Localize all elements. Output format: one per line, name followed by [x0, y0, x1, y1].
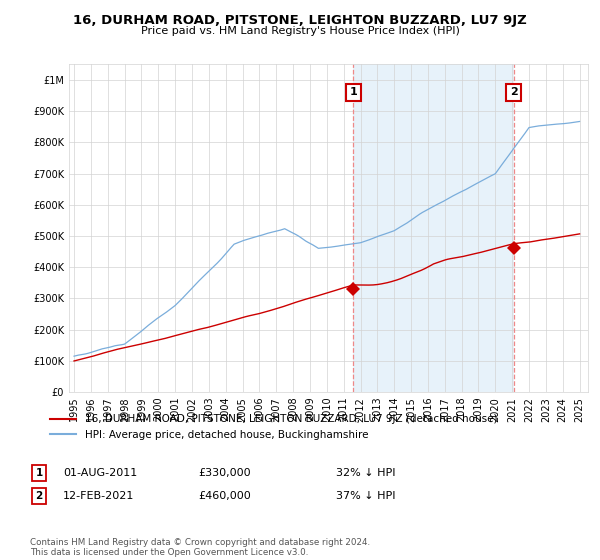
- Text: 2: 2: [35, 491, 43, 501]
- Text: 37% ↓ HPI: 37% ↓ HPI: [336, 491, 395, 501]
- Text: 2: 2: [509, 87, 517, 97]
- Text: £460,000: £460,000: [198, 491, 251, 501]
- Text: Contains HM Land Registry data © Crown copyright and database right 2024.
This d: Contains HM Land Registry data © Crown c…: [30, 538, 370, 557]
- Text: 12-FEB-2021: 12-FEB-2021: [63, 491, 134, 501]
- Text: 1: 1: [35, 468, 43, 478]
- Bar: [353, 64, 514, 392]
- Text: £330,000: £330,000: [198, 468, 251, 478]
- Text: 16, DURHAM ROAD, PITSTONE, LEIGHTON BUZZARD, LU7 9JZ: 16, DURHAM ROAD, PITSTONE, LEIGHTON BUZZ…: [73, 14, 527, 27]
- Text: Price paid vs. HM Land Registry's House Price Index (HPI): Price paid vs. HM Land Registry's House …: [140, 26, 460, 36]
- Text: 32% ↓ HPI: 32% ↓ HPI: [336, 468, 395, 478]
- Legend: 16, DURHAM ROAD, PITSTONE, LEIGHTON BUZZARD, LU7 9JZ (detached house), HPI: Aver: 16, DURHAM ROAD, PITSTONE, LEIGHTON BUZZ…: [46, 410, 502, 444]
- Text: 01-AUG-2011: 01-AUG-2011: [63, 468, 137, 478]
- Text: 1: 1: [350, 87, 358, 97]
